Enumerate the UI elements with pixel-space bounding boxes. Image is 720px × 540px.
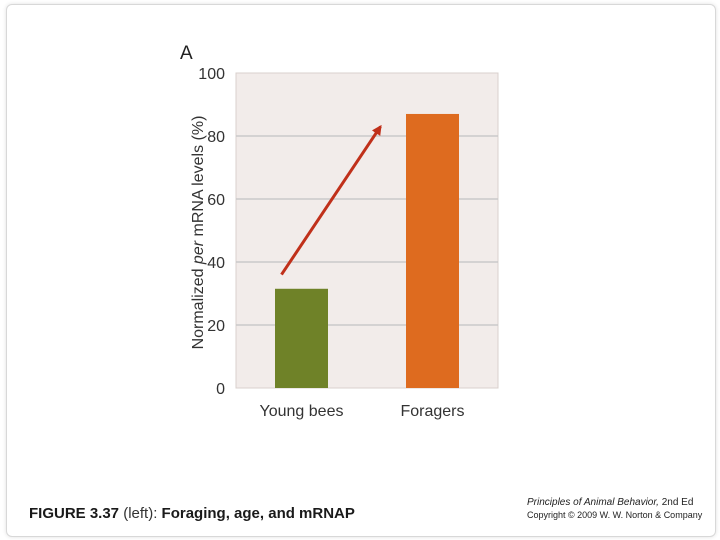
y-axis-label: Normalized per mRNA levels (%) xyxy=(190,116,207,350)
figure-caption: FIGURE 3.37 (left): Foraging, age, and m… xyxy=(29,505,355,522)
y-tick-label: 100 xyxy=(198,66,225,83)
x-tick-label: Young bees xyxy=(260,403,344,420)
bar-foragers xyxy=(406,113,459,388)
y-tick-label: 0 xyxy=(216,381,225,398)
book-credit: Principles of Animal Behavior, 2nd Ed Co… xyxy=(527,496,702,522)
y-tick-label: 80 xyxy=(207,129,225,146)
bar-chart: 0 20 40 60 80 100 Young bees Foragers Normalized… xyxy=(180,43,499,420)
figure-number: FIGURE 3.37 xyxy=(29,505,120,522)
book-edition: 2nd Ed xyxy=(661,497,694,508)
panel-label: A xyxy=(180,43,193,64)
x-tick-label: Foragers xyxy=(400,403,464,420)
y-tick-label: 40 xyxy=(207,255,225,272)
book-title: Principles of Animal Behavior, xyxy=(527,497,659,508)
figure-side-note: (left): xyxy=(123,505,158,522)
trend-arrow xyxy=(280,124,382,276)
slide: 0 20 40 60 80 100 Young bees Foragers Normalized… xyxy=(6,4,716,537)
copyright-line: Copyright © 2009 W. W. Norton & Company xyxy=(527,510,703,520)
figure-title: Foraging, age, and mRNAP xyxy=(161,505,355,522)
y-tick-label: 60 xyxy=(207,192,225,209)
bar-young-bees xyxy=(275,288,328,388)
y-tick-label: 20 xyxy=(207,318,225,335)
